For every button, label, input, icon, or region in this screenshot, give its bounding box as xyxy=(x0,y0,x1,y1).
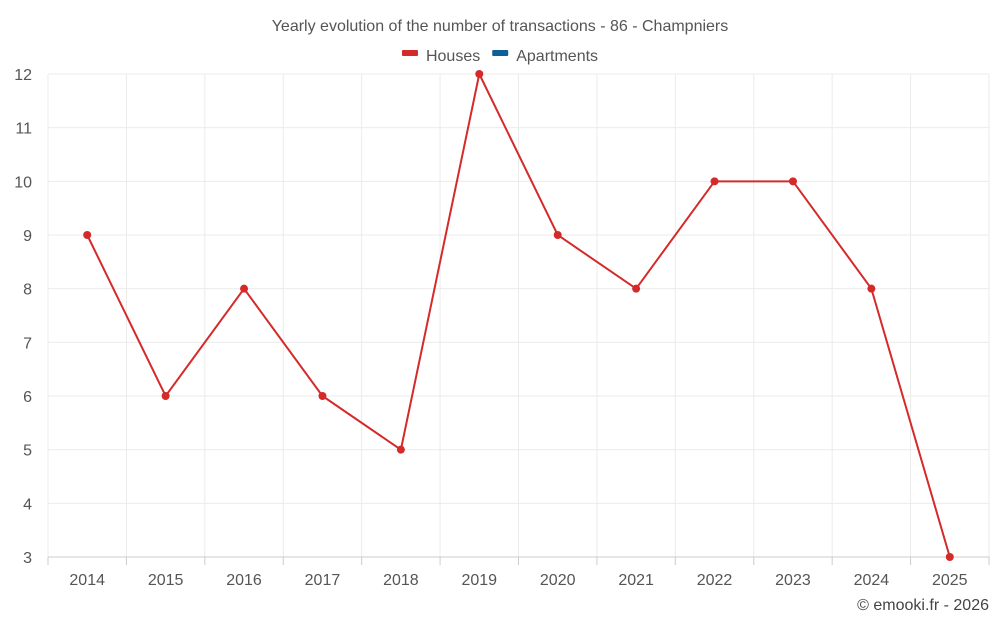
data-point-houses xyxy=(475,70,484,78)
x-axis-ticks: 2014 2015 2016 2017 2018 2019 2020 2021 2022 2023… xyxy=(69,572,967,589)
y-tick-label: 10 xyxy=(14,174,32,191)
x-tick-label: 2025 xyxy=(932,572,968,589)
legend-swatch-apartments xyxy=(492,50,509,56)
legend-label-apartments: Apartments xyxy=(516,48,598,65)
series-group xyxy=(83,70,954,561)
x-tick-label: 2018 xyxy=(383,572,419,589)
data-point-houses xyxy=(553,231,562,239)
data-point-houses xyxy=(945,553,954,561)
x-tick-label: 2023 xyxy=(775,572,811,589)
axes xyxy=(47,556,990,565)
x-tick-label: 2020 xyxy=(540,572,576,589)
legend[interactable]: Houses Apartments xyxy=(401,48,598,65)
y-tick-label: 3 xyxy=(23,550,32,567)
data-point-houses xyxy=(396,445,405,454)
grid xyxy=(47,73,990,557)
y-tick-label: 5 xyxy=(23,443,32,460)
y-tick-label: 4 xyxy=(23,496,32,513)
y-tick-label: 9 xyxy=(23,228,32,245)
series-line-houses xyxy=(86,70,951,558)
credit-text: © emooki.fr - 2026 xyxy=(857,597,989,614)
data-point-houses xyxy=(318,392,327,400)
data-point-houses xyxy=(710,177,719,186)
legend-item-apartments[interactable]: Apartments xyxy=(492,48,598,65)
data-point-houses xyxy=(83,231,92,239)
y-tick-label: 6 xyxy=(23,389,32,406)
y-tick-label: 8 xyxy=(23,282,32,299)
x-tick-label: 2015 xyxy=(148,572,184,589)
y-axis-ticks: 3 4 5 6 7 8 9 10 11 12 xyxy=(14,67,32,567)
chart-title: Yearly evolution of the number of transa… xyxy=(272,18,729,35)
data-point-houses xyxy=(788,177,797,186)
data-point-houses xyxy=(240,284,249,293)
x-tick-label: 2024 xyxy=(854,572,890,589)
x-tick-label: 2017 xyxy=(305,572,341,589)
data-point-houses xyxy=(867,284,876,293)
x-tick-label: 2021 xyxy=(618,572,654,589)
y-tick-label: 12 xyxy=(14,67,32,84)
x-tick-label: 2019 xyxy=(461,572,497,589)
legend-label-houses: Houses xyxy=(426,48,480,65)
data-point-houses xyxy=(632,284,641,293)
data-point-houses xyxy=(161,392,170,400)
legend-swatch-houses xyxy=(401,50,418,56)
x-tick-label: 2022 xyxy=(697,572,733,589)
legend-item-houses[interactable]: Houses xyxy=(401,48,480,65)
x-tick-label: 2016 xyxy=(226,572,262,589)
x-tick-label: 2014 xyxy=(69,572,105,589)
y-tick-label: 11 xyxy=(15,121,32,138)
y-tick-label: 7 xyxy=(23,335,32,352)
